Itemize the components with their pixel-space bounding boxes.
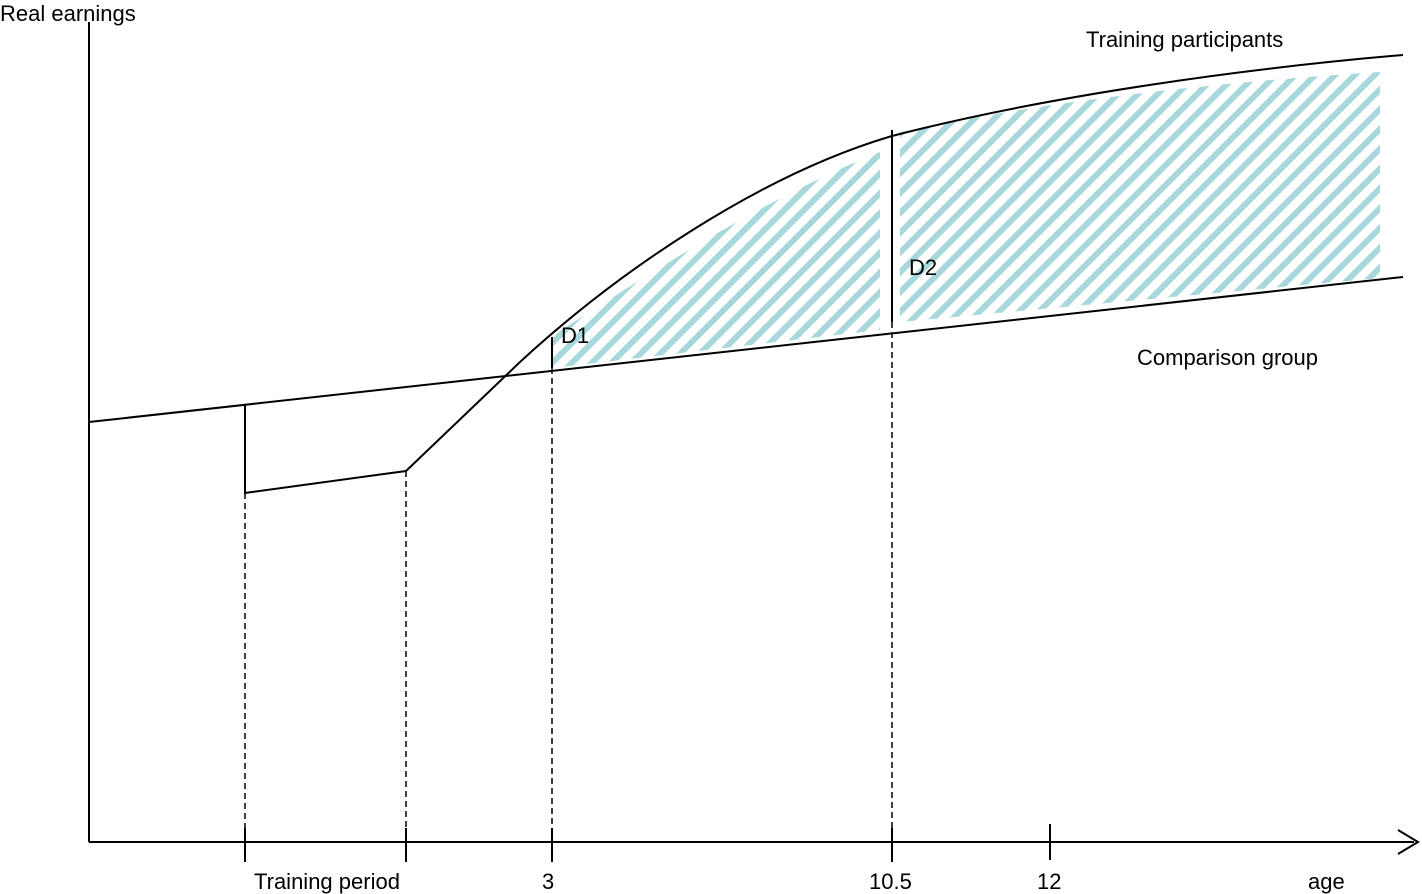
- x-axis-arrowhead: [1397, 829, 1420, 855]
- series-label-comparison: Comparison group: [1137, 345, 1318, 370]
- marker-label-d1: D1: [561, 323, 589, 348]
- tick-label-training-period: Training period: [254, 869, 400, 894]
- marker-label-d2: D2: [909, 255, 937, 280]
- series-label-participants: Training participants: [1086, 27, 1283, 52]
- tick-label-12: 12: [1037, 869, 1061, 894]
- gain-area-hatch-right: [900, 72, 1380, 322]
- comparison-group-line: [88, 276, 1404, 423]
- tick-label-3: 3: [542, 869, 554, 894]
- y-axis-label: Real earnings: [0, 1, 136, 26]
- tick-label-10-5: 10.5: [869, 869, 912, 894]
- x-axis-label: age: [1308, 869, 1345, 894]
- gain-area-hatch: [552, 152, 880, 368]
